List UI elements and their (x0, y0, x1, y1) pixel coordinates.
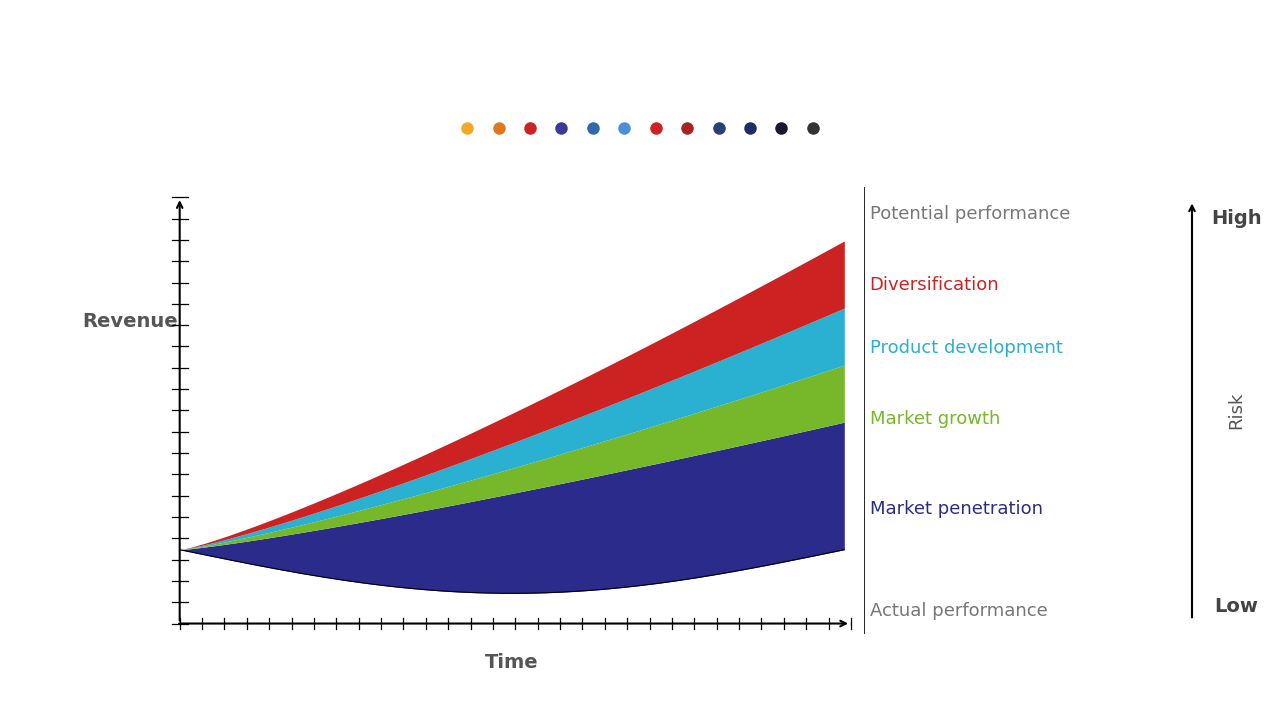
Text: Risk: Risk (1228, 392, 1245, 429)
Text: Market growth: Market growth (869, 410, 1000, 428)
Text: Product development: Product development (869, 339, 1062, 357)
Text: Revenue: Revenue (82, 312, 178, 331)
Text: Diversification: Diversification (869, 276, 1000, 294)
Text: Time: Time (485, 652, 539, 672)
Text: Market penetration: Market penetration (869, 500, 1043, 518)
Text: Potential performance: Potential performance (869, 205, 1070, 223)
Text: Low: Low (1215, 598, 1258, 616)
Text: High: High (1211, 209, 1261, 228)
Text: Actual performance: Actual performance (869, 602, 1047, 620)
